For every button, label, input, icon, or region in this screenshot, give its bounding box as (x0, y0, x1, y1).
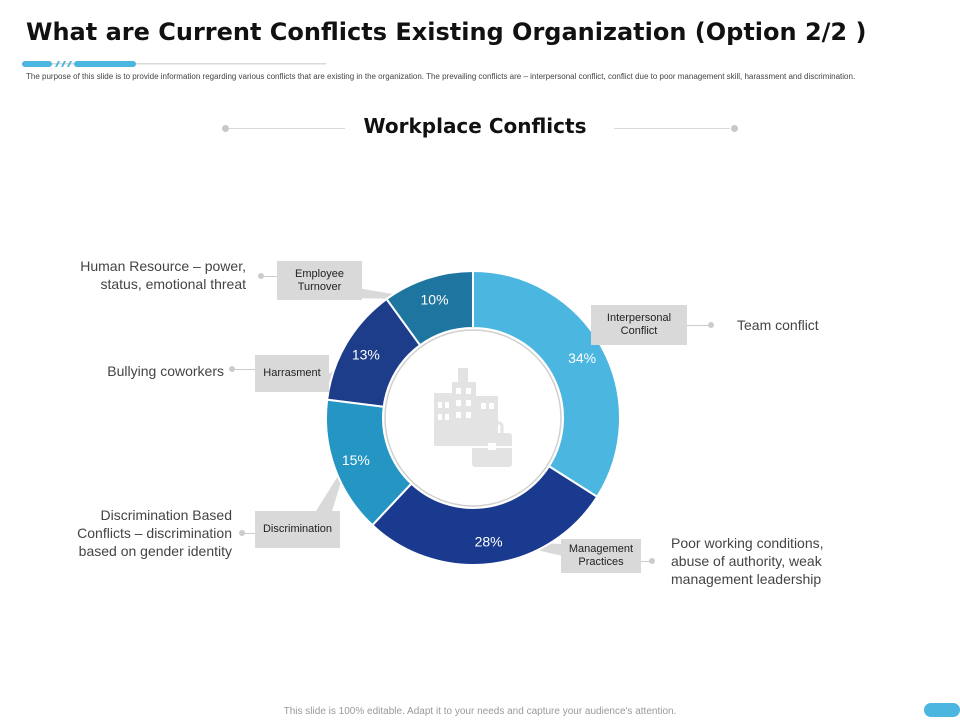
office-building-briefcase-icon (434, 368, 512, 467)
dot-harrasment (229, 366, 235, 372)
page-title: What are Current Conflicts Existing Orga… (26, 18, 867, 46)
desc-management: Poor working conditions, abuse of author… (671, 535, 824, 587)
slice-management-practices (370, 464, 599, 566)
slice-label-employee-turnover: 10% (421, 292, 449, 308)
chart-title: Workplace Conflicts (363, 114, 587, 138)
connector-harrasment (234, 369, 255, 370)
desc-discrimination: Discrimination Based Conflicts – discrim… (77, 507, 232, 559)
slice-interpersonal-conflict (472, 269, 621, 499)
title-underline-accent (22, 61, 326, 67)
desc-employee-turnover: Human Resource – power, status, emotiona… (80, 258, 246, 292)
intro-text: The purpose of this slide is to provide … (26, 72, 856, 81)
slice-label-discrimination: 15% (342, 452, 370, 468)
connector-discrimination (244, 533, 255, 534)
heading-right-line (614, 128, 730, 129)
footer-note: This slide is 100% editable. Adapt it to… (283, 706, 677, 717)
tag-management-practices: Management Practices (561, 539, 641, 573)
slice-employee-turnover (385, 269, 474, 347)
dot-employee-turnover (258, 273, 264, 279)
dot-discrimination (239, 530, 245, 536)
connector-team-conflict (687, 325, 709, 326)
slice-label-harrasment: 13% (352, 347, 380, 363)
dot-management (649, 558, 655, 564)
callout-pointer-employee-turnover (345, 286, 427, 300)
tag-harrasment: Harrasment (255, 355, 329, 392)
tag-discrimination: Discrimination (255, 511, 340, 548)
slice-label-interpersonal-conflict: 34% (568, 350, 596, 366)
tag-interpersonal-conflict: Interpersonal Conflict (591, 305, 687, 345)
tag-employee-turnover: Employee Turnover (277, 261, 362, 300)
heading-left-line (229, 128, 345, 129)
heading-left-dot (222, 125, 229, 132)
desc-harrasment: Bullying coworkers (107, 363, 224, 379)
slice-label-management-practices: 28% (475, 534, 503, 550)
dot-team-conflict (708, 322, 714, 328)
desc-team-conflict: Team conflict (737, 317, 819, 333)
connector-management (641, 561, 651, 562)
connector-employee-turnover (263, 276, 277, 277)
page-badge (924, 703, 960, 717)
heading-right-dot (731, 125, 738, 132)
